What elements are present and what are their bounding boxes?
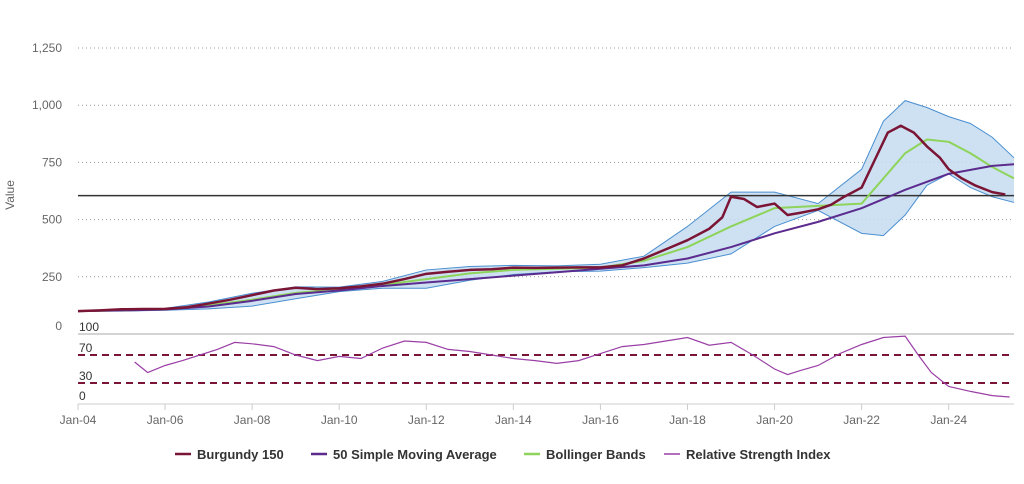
y-tick-label: 1,000 [32, 98, 62, 112]
y-tick-label: 500 [42, 213, 62, 227]
legend-label: Bollinger Bands [546, 447, 646, 462]
rsi-tick-label: 0 [79, 389, 86, 403]
rsi-tick-label: 30 [79, 369, 93, 383]
x-tick-label: Jan-22 [843, 413, 880, 427]
y-tick-label: 750 [42, 155, 62, 169]
rsi-tick-label: 70 [79, 341, 93, 355]
legend-label: Relative Strength Index [686, 447, 831, 462]
x-tick-label: Jan-24 [930, 413, 967, 427]
x-tick-label: Jan-14 [495, 413, 532, 427]
x-tick-label: Jan-10 [321, 413, 358, 427]
legend-item[interactable]: Bollinger Bands [524, 447, 646, 462]
y-tick-label: 250 [42, 270, 62, 284]
legend-label: Burgundy 150 [197, 447, 284, 462]
sma-50-line [77, 163, 1015, 313]
legend-item[interactable]: Burgundy 150 [175, 447, 284, 462]
burgundy-150-line [77, 124, 1006, 313]
bollinger-upper-band [77, 100, 1015, 312]
y-axis-title: Value [3, 180, 17, 210]
x-tick-label: Jan-20 [756, 413, 793, 427]
y-tick-label: 1,250 [32, 41, 62, 55]
x-tick-label: Jan-06 [147, 413, 184, 427]
bollinger-band-area [78, 100, 1014, 312]
x-tick-label: Jan-04 [60, 413, 97, 427]
rsi-tick-label: 100 [79, 320, 99, 334]
x-tick-label: Jan-18 [669, 413, 706, 427]
x-tick-label: Jan-16 [582, 413, 619, 427]
legend-item[interactable]: 50 Simple Moving Average [311, 447, 497, 462]
y-tick-label: 0 [55, 319, 62, 333]
x-tick-label: Jan-12 [408, 413, 445, 427]
legend-label: 50 Simple Moving Average [333, 447, 497, 462]
bollinger-lower-band [78, 173, 1015, 312]
rsi-line [134, 335, 1010, 398]
x-tick-label: Jan-08 [234, 413, 271, 427]
legend-item[interactable]: Relative Strength Index [664, 447, 831, 462]
